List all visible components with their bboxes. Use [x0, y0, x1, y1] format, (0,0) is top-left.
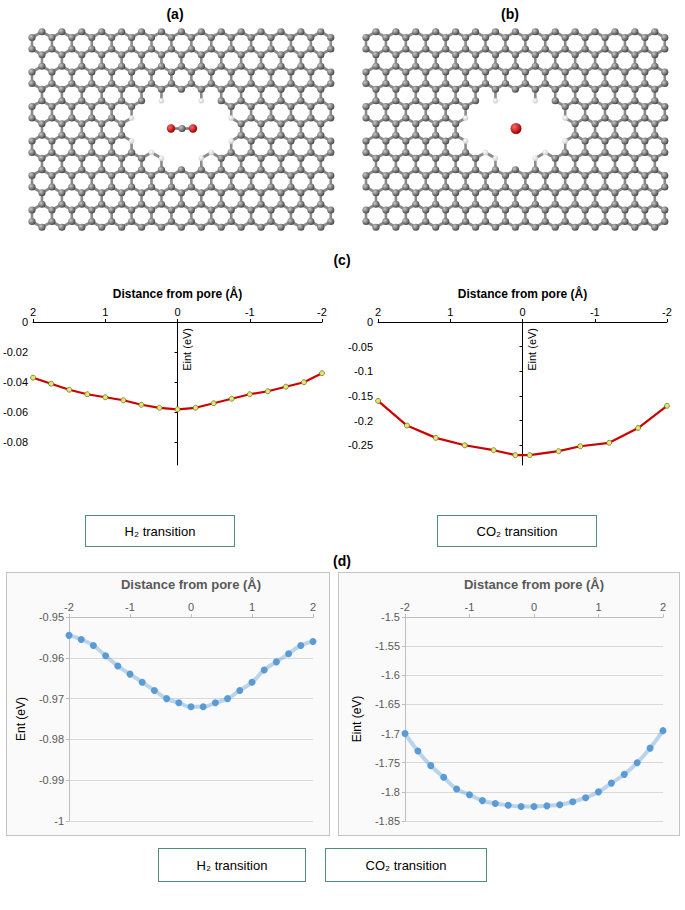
- svg-text:Eint (eV): Eint (eV): [181, 328, 193, 371]
- svg-text:-1: -1: [465, 601, 475, 613]
- html-text:(d): (d): [333, 553, 351, 569]
- svg-text:-1.5: -1.5: [381, 611, 400, 623]
- svg-text:1: 1: [249, 601, 255, 613]
- svg-text:0: 0: [519, 306, 525, 318]
- svg-text:-2: -2: [662, 306, 672, 318]
- svg-text:0: 0: [367, 316, 373, 328]
- svg-text:-1.7: -1.7: [381, 728, 400, 740]
- svg-text:-1.6: -1.6: [381, 669, 400, 681]
- svg-text:-0.15: -0.15: [348, 390, 373, 402]
- svg-text:-1.55: -1.55: [375, 640, 400, 652]
- svg-text:2: 2: [660, 601, 666, 613]
- svg-text:-0.06: -0.06: [3, 406, 28, 418]
- html-text:(c): (c): [333, 252, 351, 268]
- html-text:CO₂ transition: CO₂ transition: [476, 523, 558, 539]
- svg-text:0: 0: [531, 601, 537, 613]
- svg-text:-1.65: -1.65: [375, 698, 400, 710]
- svg-text:-1: -1: [54, 815, 64, 827]
- svg-text:2: 2: [375, 306, 381, 318]
- svg-text:-1.8: -1.8: [381, 786, 400, 798]
- svg-text:1: 1: [447, 306, 453, 318]
- svg-text:-2: -2: [64, 601, 74, 613]
- svg-text:-2: -2: [317, 306, 327, 318]
- svg-text:Distance from pore (Å): Distance from pore (Å): [113, 286, 242, 301]
- html-text:H₂ transition: H₂ transition: [124, 523, 196, 539]
- svg-text:1: 1: [595, 601, 601, 613]
- svg-text:0: 0: [188, 601, 194, 613]
- svg-text:-1: -1: [125, 601, 135, 613]
- svg-text:-1.75: -1.75: [375, 757, 400, 769]
- svg-text:-1: -1: [245, 306, 255, 318]
- svg-text:Distance from pore (Å): Distance from pore (Å): [464, 577, 604, 592]
- svg-text:1: 1: [102, 306, 108, 318]
- svg-text:-1: -1: [590, 306, 600, 318]
- svg-text:-0.04: -0.04: [3, 376, 28, 388]
- svg-text:-0.05: -0.05: [348, 341, 373, 353]
- svg-text:-0.25: -0.25: [348, 439, 373, 451]
- svg-text:-0.2: -0.2: [354, 415, 373, 427]
- svg-text:-1.85: -1.85: [375, 815, 400, 827]
- svg-text:0: 0: [174, 306, 180, 318]
- svg-text:0: 0: [22, 316, 28, 328]
- svg-text:Ent (eV): Ent (eV): [14, 697, 28, 741]
- svg-text:-0.02: -0.02: [3, 346, 28, 358]
- html-text:(b): (b): [501, 6, 519, 22]
- svg-text:-0.96: -0.96: [39, 652, 64, 664]
- svg-text:-0.99: -0.99: [39, 774, 64, 786]
- html-text:H₂ transition: H₂ transition: [196, 857, 268, 873]
- svg-text:-0.98: -0.98: [39, 733, 64, 745]
- svg-text:Distance from pore (Å): Distance from pore (Å): [458, 286, 587, 301]
- svg-text:-0.1: -0.1: [354, 365, 373, 377]
- svg-text:2: 2: [310, 601, 316, 613]
- html-text:CO₂ transition: CO₂ transition: [365, 857, 447, 873]
- svg-text:Distance from pore (Å): Distance from pore (Å): [121, 577, 261, 592]
- svg-text:-0.08: -0.08: [3, 436, 28, 448]
- html-text:(a): (a): [166, 6, 184, 22]
- svg-text:Eint (eV): Eint (eV): [526, 328, 538, 371]
- svg-text:-0.97: -0.97: [39, 693, 64, 705]
- svg-text:-2: -2: [400, 601, 410, 613]
- svg-text:Eint (eV): Eint (eV): [350, 696, 364, 743]
- svg-text:2: 2: [30, 306, 36, 318]
- svg-text:-0.95: -0.95: [39, 611, 64, 623]
